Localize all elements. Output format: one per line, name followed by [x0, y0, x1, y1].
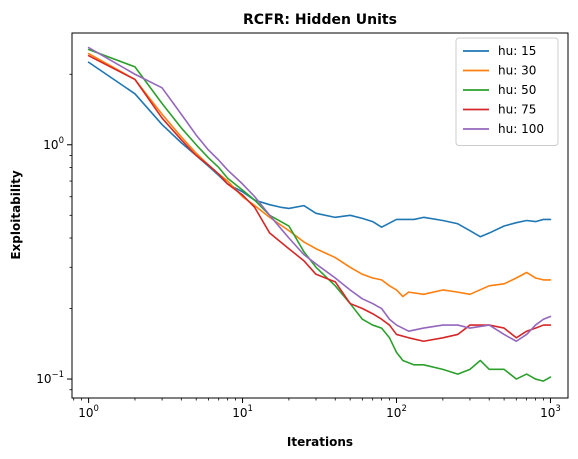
legend-entry-4: hu: 100	[498, 122, 544, 136]
x-tick-label: 100	[78, 404, 99, 420]
y-tick-label: 100	[43, 136, 64, 152]
legend-box	[455, 37, 559, 146]
series-line-4	[87, 46, 552, 343]
plot-area: 100 101 102 103 10−1 100	[36, 32, 569, 420]
legend-entry-1: hu: 30	[498, 64, 536, 78]
y-axis-label: Exploitability	[9, 170, 23, 259]
series-line-0	[87, 61, 552, 238]
legend: hu: 15 hu: 30 hu: 50 hu: 75 hu: 100	[455, 37, 559, 146]
x-axis-label: Iterations	[287, 435, 353, 449]
series-line-3	[87, 54, 552, 343]
series-line-2	[87, 48, 552, 382]
x-tick-label: 103	[540, 404, 561, 420]
x-tick-label: 101	[232, 404, 253, 420]
y-tick-label: 10−1	[36, 370, 64, 386]
x-tick-label: 102	[386, 404, 407, 420]
legend-entry-2: hu: 50	[498, 83, 536, 97]
legend-entry-0: hu: 15	[498, 44, 536, 58]
legend-entry-3: hu: 75	[498, 103, 536, 117]
chart-title: RCFR: Hidden Units	[243, 12, 397, 28]
